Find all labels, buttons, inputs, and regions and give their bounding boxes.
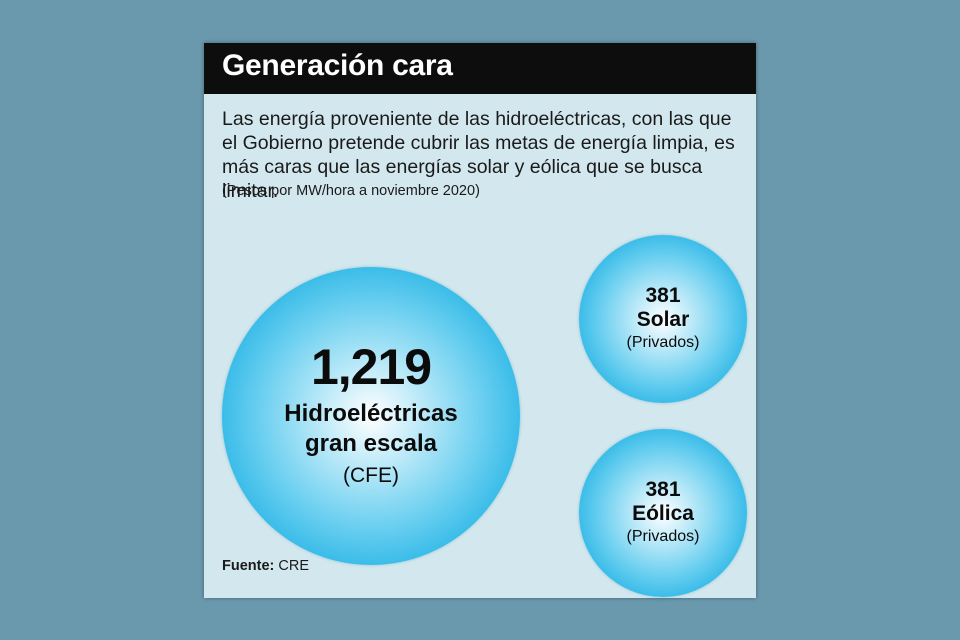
bubble-value: 381 <box>645 478 681 501</box>
chart-description: Las energía proveniente de las hidroeléc… <box>222 108 735 202</box>
bubble-owner: (CFE) <box>343 464 399 487</box>
source-label: Fuente: <box>222 558 275 574</box>
bubble-chart: 1,219 Hidroeléctricas gran escala (CFE) 381 S… <box>204 43 756 598</box>
bubble-hidro: 1,219 Hidroeléctricas gran escala (CFE) <box>222 267 520 565</box>
chart-title: Generación cara <box>222 49 453 82</box>
units-note: (Pesos por MW/hora a noviembre 2020) <box>222 183 480 199</box>
bubble-value: 381 <box>645 284 681 307</box>
title-bar: Generación cara <box>204 43 756 94</box>
source-value: CRE <box>278 558 310 574</box>
bubble-name: Hidroeléctricas gran escala <box>284 400 458 457</box>
bubble-solar: 381 Solar (Privados) <box>579 235 747 403</box>
bubble-name: Solar <box>636 308 690 331</box>
bubble-owner: (Privados) <box>626 334 700 351</box>
source-note: Fuente: CRE <box>222 558 309 574</box>
bubble-name: Eólica <box>632 502 694 525</box>
infographic-card: Generación cara Las energía proveniente … <box>204 43 756 598</box>
bubble-owner: (Privados) <box>626 528 700 545</box>
bubble-eolica: 381 Eólica (Privados) <box>579 429 747 597</box>
bubble-value: 1,219 <box>310 339 432 395</box>
